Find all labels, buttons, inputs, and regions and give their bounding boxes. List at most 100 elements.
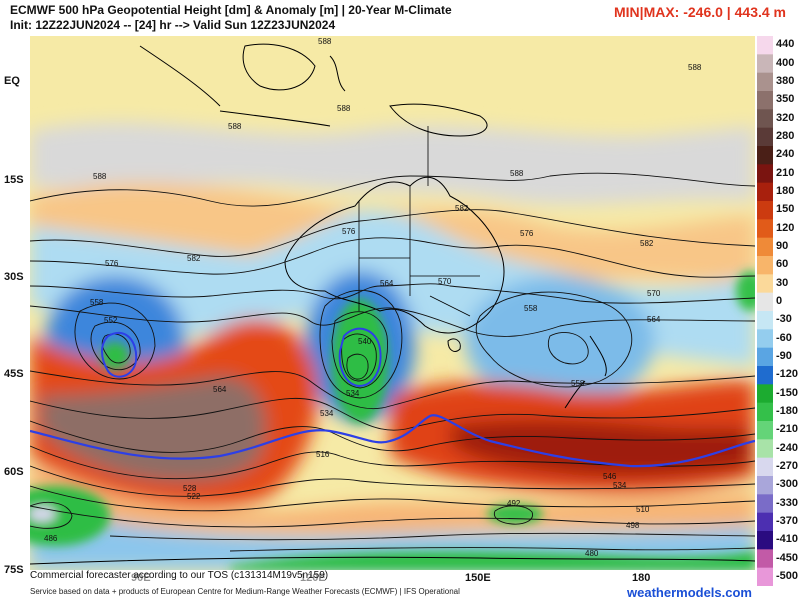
new-guinea-coast	[389, 103, 488, 137]
colorbar-swatch	[757, 329, 773, 349]
contour-564-a	[30, 305, 755, 337]
contour-546-low-120e	[331, 311, 388, 389]
contour-label: 516	[316, 450, 330, 459]
contour-534-low-120e	[346, 353, 369, 380]
contour-label: 558	[571, 379, 585, 388]
contour-label: 558	[524, 304, 538, 313]
contour-label: 570	[647, 289, 661, 298]
contour-label: 492	[507, 499, 521, 508]
lat-label: 60S	[4, 466, 24, 478]
colorbar-label: 180	[776, 184, 795, 197]
new-zealand-north	[589, 335, 607, 377]
colorbar-swatch	[757, 366, 773, 385]
contour-label: 564	[647, 315, 661, 324]
colorbar-label: -370	[776, 514, 799, 527]
colorbar-label: 240	[776, 148, 795, 161]
contour-486-sw	[30, 502, 73, 529]
contour-492-low	[493, 505, 533, 525]
contour-label: 546	[603, 472, 617, 481]
contour-label: 540	[358, 337, 372, 346]
contour-546-band	[30, 397, 755, 431]
colorbar-label: -500	[776, 569, 799, 582]
contour-label: 528	[183, 484, 197, 493]
contour-558-low-90e	[74, 302, 156, 380]
colorbar-label: -180	[776, 404, 799, 417]
colorbar-label: 320	[776, 111, 795, 124]
green-band-south	[230, 551, 755, 570]
colorbar-label: -450	[776, 551, 799, 564]
contour-label: 588	[688, 63, 702, 72]
anomaly-field	[30, 122, 755, 570]
contour-label: 564	[213, 385, 227, 394]
contour-label: 510	[636, 505, 650, 514]
colorbar-label: -240	[776, 441, 799, 454]
colorbar-label: -270	[776, 459, 799, 472]
colorbar-swatch	[757, 457, 773, 477]
blue-546-loop-120e	[338, 327, 382, 388]
tasmania-coast	[447, 338, 461, 352]
contour-552-low-nz	[547, 332, 589, 365]
colorbar-swatch	[757, 476, 773, 495]
colorbar-label: -150	[776, 386, 799, 399]
blue-546-loop-90e	[101, 331, 138, 378]
colorbar-swatch	[757, 311, 773, 330]
colorbar-swatch	[757, 146, 773, 165]
lat-label: 30S	[4, 271, 24, 283]
contour-label: 570	[438, 277, 452, 286]
low-nz-blue	[465, 276, 655, 406]
contour-582-a	[30, 209, 755, 257]
southern-orange-band	[30, 466, 755, 535]
contour-498-band	[229, 547, 755, 552]
contour-552-low-90e	[90, 321, 141, 371]
ecmwf-credit: Service based on data + products of Euro…	[30, 587, 460, 596]
contour-label: 486	[44, 534, 58, 543]
grey-band-north	[30, 122, 755, 205]
colorbar-label: 30	[776, 276, 789, 289]
contour-588-a	[30, 172, 755, 207]
lat-label: 15S	[4, 174, 24, 186]
green-core-east	[736, 271, 755, 311]
contour-label: 588	[228, 122, 242, 131]
contour-label: 480	[585, 549, 599, 558]
contour-570-a	[30, 283, 755, 304]
borneo-coast	[242, 43, 316, 91]
init-valid-line: Init: 12Z22JUN2024 -- [24] hr --> Valid …	[10, 18, 336, 32]
contour-label: 588	[510, 169, 524, 178]
website-link[interactable]: weathermodels.com	[627, 585, 752, 600]
colorbar-swatch	[757, 54, 773, 74]
colorbar-swatch	[757, 219, 773, 239]
colorbar-label: 150	[776, 203, 795, 216]
colorbar-label: 60	[776, 258, 789, 271]
contour-label: 588	[318, 37, 332, 46]
contour-label: 552	[104, 316, 118, 325]
colorbar-swatch	[757, 567, 773, 586]
colorbar-swatch	[757, 274, 773, 294]
colorbar-label: 0	[776, 294, 783, 307]
colorbar-label: -30	[776, 313, 792, 326]
contour-516-band	[30, 505, 755, 528]
australia-coast	[284, 176, 505, 334]
colorbar-swatch	[757, 36, 773, 55]
colorbar-swatch	[757, 201, 773, 220]
contour-label: 534	[320, 409, 334, 418]
lat-label: EQ	[4, 75, 20, 87]
anomaly-cores	[30, 271, 755, 570]
colorbar-swatch	[757, 402, 773, 422]
colorbar-label: -210	[776, 423, 799, 436]
colorbar-swatch	[757, 549, 773, 569]
colorbar-swatch	[757, 421, 773, 440]
colorbar-label: -330	[776, 496, 799, 509]
contour-label: 582	[640, 239, 654, 248]
border-vic	[429, 295, 471, 317]
colorbar-label: 350	[776, 93, 795, 106]
colorbar-swatch	[757, 256, 773, 275]
colorbar-swatch	[757, 237, 773, 257]
colorbar-label: 380	[776, 74, 795, 87]
colorbar	[757, 36, 773, 586]
lon-label: 150E	[465, 572, 491, 584]
colorbar-swatch	[757, 72, 773, 92]
colorbar-swatch	[757, 347, 773, 367]
ridge-west-brown	[40, 376, 266, 482]
colorbar-swatch	[757, 182, 773, 202]
contour-label: 498	[626, 521, 640, 530]
